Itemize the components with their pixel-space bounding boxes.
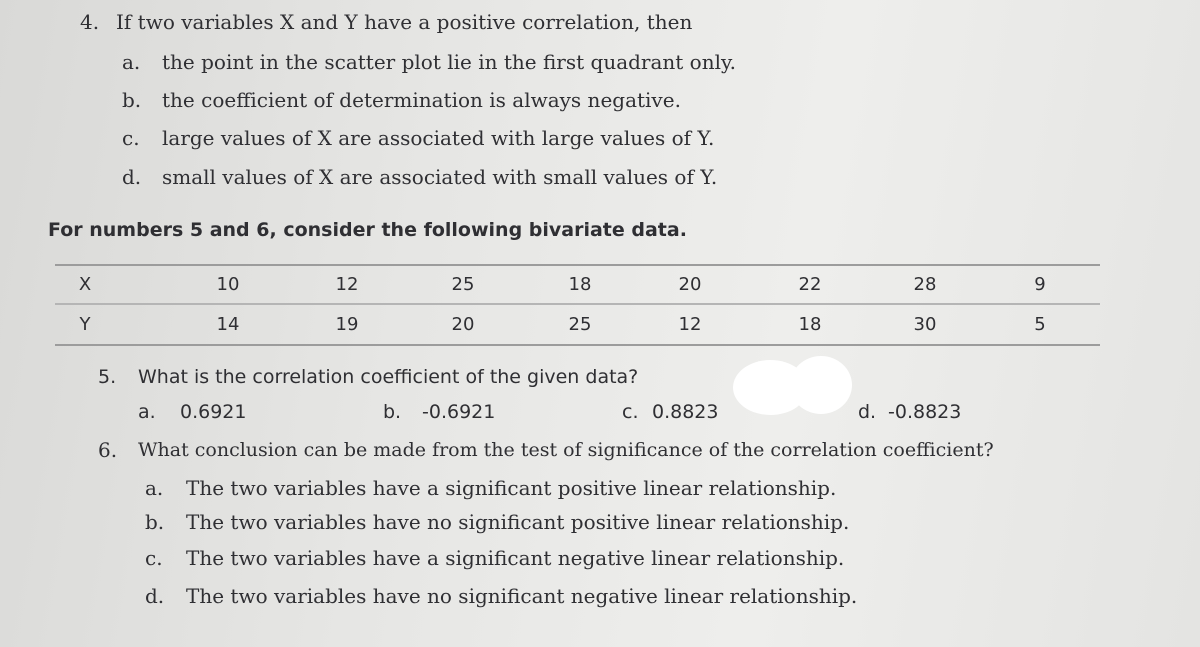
table-cell: 19 xyxy=(335,314,359,335)
option-text: The two variables have no significant ne… xyxy=(186,584,858,608)
table-cell: 9 xyxy=(1034,274,1046,295)
table-cell: 25 xyxy=(568,314,592,335)
question-number: 5. xyxy=(98,366,117,388)
table-cell: 25 xyxy=(451,274,475,295)
table-cell: 12 xyxy=(335,274,359,295)
option-letter: c. xyxy=(145,546,163,570)
option-letter: a. xyxy=(145,476,164,500)
option-letter: b. xyxy=(383,401,402,423)
table-cell: 30 xyxy=(913,314,937,335)
table-cell: 5 xyxy=(1034,314,1046,335)
option-letter: d. xyxy=(145,584,165,608)
question-text: If two variables X and Y have a positive… xyxy=(116,10,693,34)
question-number: 4. xyxy=(80,10,100,34)
option-text: the point in the scatter plot lie in the… xyxy=(162,50,737,74)
option-letter: a. xyxy=(122,50,141,74)
table-cell: 18 xyxy=(798,314,822,335)
option-letter: b. xyxy=(145,510,165,534)
redaction xyxy=(790,356,852,414)
table-rule xyxy=(55,264,1100,266)
option-text: The two variables have a significant pos… xyxy=(186,476,837,500)
option-text: large values of X are associated with la… xyxy=(162,126,715,150)
option-letter: c. xyxy=(122,126,140,150)
option-text: the coefficient of determination is alwa… xyxy=(162,88,681,112)
table-cell: 28 xyxy=(913,274,937,295)
question-text: What is the correlation coefficient of t… xyxy=(138,366,639,388)
table-cell: 20 xyxy=(451,314,475,335)
option-text: The two variables have a significant neg… xyxy=(186,546,845,570)
option-text: 0.8823 xyxy=(652,401,719,423)
option-text: 0.6921 xyxy=(180,401,247,423)
table-rule xyxy=(55,344,1100,346)
table-cell: 20 xyxy=(678,274,702,295)
option-text: -0.8823 xyxy=(888,401,962,423)
table-cell: Y xyxy=(79,314,91,335)
table-rule xyxy=(55,303,1100,305)
option-letter: b. xyxy=(122,88,142,112)
table-cell: X xyxy=(78,274,92,295)
option-text: -0.6921 xyxy=(422,401,496,423)
table-cell: 12 xyxy=(678,314,702,335)
option-letter: a. xyxy=(138,401,156,423)
option-letter: c. xyxy=(622,401,639,423)
option-letter: d. xyxy=(122,165,142,189)
intro-text: For numbers 5 and 6, consider the follow… xyxy=(48,219,687,241)
question-text: What conclusion can be made from the tes… xyxy=(138,439,994,461)
table-cell: 18 xyxy=(568,274,592,295)
table-cell: 10 xyxy=(216,274,240,295)
option-text: small values of X are associated with sm… xyxy=(162,165,718,189)
question-number: 6. xyxy=(98,438,118,462)
table-cell: 22 xyxy=(798,274,822,295)
option-text: The two variables have no significant po… xyxy=(186,510,850,534)
option-letter: d. xyxy=(858,401,877,423)
table-cell: 14 xyxy=(216,314,240,335)
